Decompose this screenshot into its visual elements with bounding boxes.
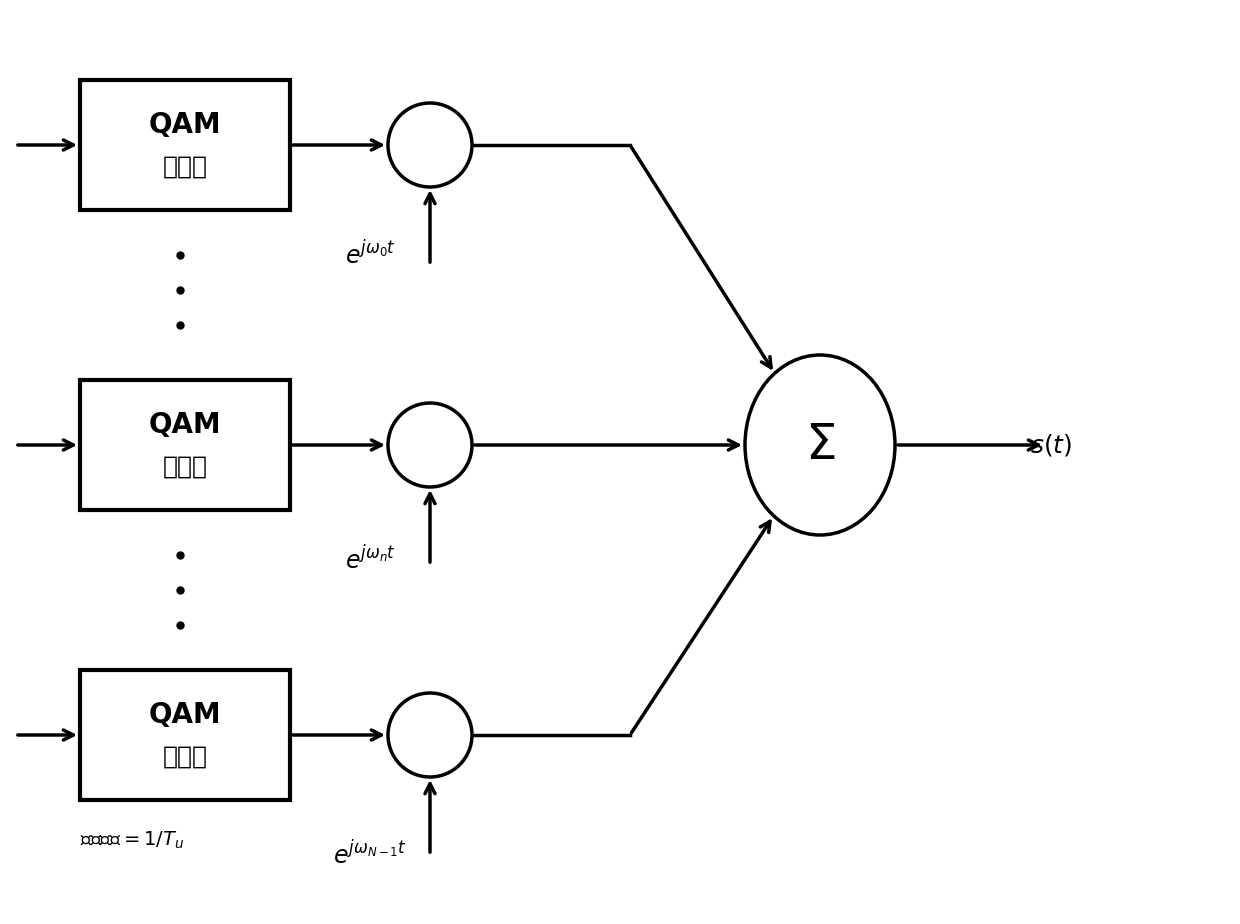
Bar (81, 670, 290, 800)
Text: $e^{j\omega_n t}$: $e^{j\omega_n t}$ (345, 546, 396, 574)
Bar (81, 80, 290, 210)
Text: QAM: QAM (149, 701, 221, 729)
Ellipse shape (745, 355, 895, 535)
Text: $e^{j\omega_{N-1} t}$: $e^{j\omega_{N-1} t}$ (334, 841, 407, 869)
Text: 调制器: 调制器 (162, 455, 207, 479)
Text: $e^{j\omega_0 t}$: $e^{j\omega_0 t}$ (345, 241, 396, 269)
Text: QAM: QAM (149, 111, 221, 139)
Circle shape (388, 403, 472, 487)
Text: $\Sigma$: $\Sigma$ (805, 421, 836, 469)
Text: 调制器: 调制器 (162, 745, 207, 769)
Circle shape (388, 693, 472, 777)
Circle shape (388, 103, 472, 187)
Bar (81, 380, 290, 510)
Text: 调制器: 调制器 (162, 155, 207, 179)
Text: QAM: QAM (149, 411, 221, 439)
Text: 符号速率$=1/T_u$: 符号速率$=1/T_u$ (81, 830, 185, 851)
Text: $s(t)$: $s(t)$ (1030, 432, 1073, 458)
